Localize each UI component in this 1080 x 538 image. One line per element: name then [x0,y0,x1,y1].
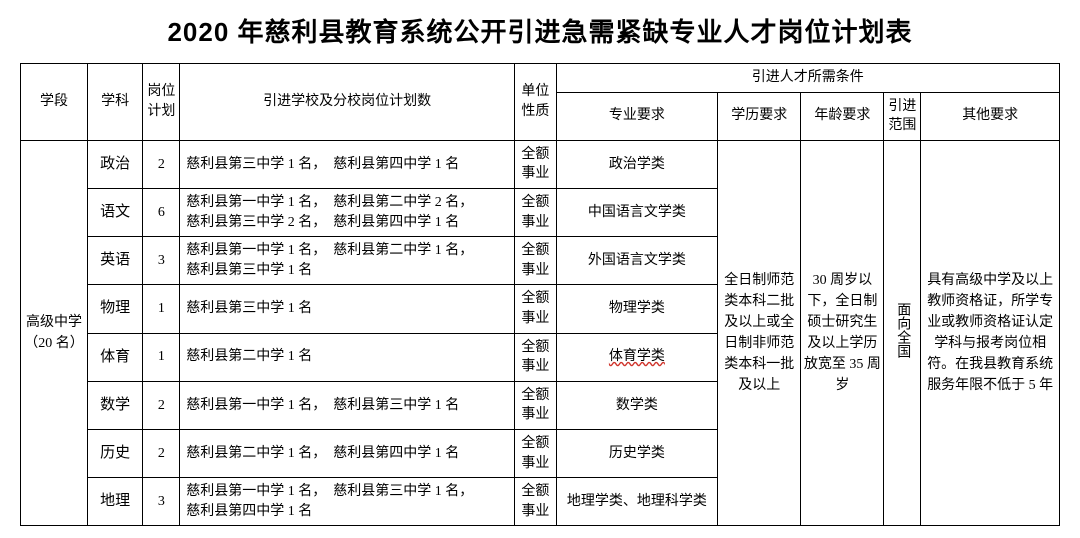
cell-nature: 全额事业 [515,381,557,429]
cell-schools: 慈利县第一中学 1 名， 慈利县第三中学 1 名，慈利县第四中学 1 名 [180,478,515,526]
th-other: 其他要求 [921,92,1060,140]
cell-subject: 地理 [87,478,142,526]
cell-age: 30 周岁以下，全日制硕士研究生及以上学历放宽至 35 周岁 [801,140,884,526]
cell-plan: 2 [143,140,180,188]
th-subject: 学科 [87,64,142,141]
cell-nature: 全额事业 [515,140,557,188]
cell-major: 历史学类 [556,429,718,477]
cell-schools: 慈利县第一中学 1 名， 慈利县第二中学 2 名，慈利县第三中学 2 名， 慈利… [180,188,515,236]
cell-major: 体育学类 [556,333,718,381]
cell-major: 政治学类 [556,140,718,188]
cell-schools: 慈利县第三中学 1 名 [180,285,515,333]
cell-major: 数学类 [556,381,718,429]
cell-nature: 全额事业 [515,429,557,477]
cell-subject: 英语 [87,237,142,285]
cell-major: 中国语言文学类 [556,188,718,236]
page-title: 2020 年慈利县教育系统公开引进急需紧缺专业人才岗位计划表 [20,12,1060,49]
th-edu: 学历要求 [718,92,801,140]
cell-schools: 慈利县第二中学 1 名 [180,333,515,381]
cell-subject: 数学 [87,381,142,429]
table-row: 高级中学（20 名）政治2慈利县第三中学 1 名， 慈利县第四中学 1 名全额事… [21,140,1060,188]
cell-subject: 体育 [87,333,142,381]
th-cond: 引进人才所需条件 [556,64,1059,93]
cell-nature: 全额事业 [515,188,557,236]
plan-table: 学段 学科 岗位计划 引进学校及分校岗位计划数 单位性质 引进人才所需条件 专业… [20,63,1060,526]
cell-nature: 全额事业 [515,237,557,285]
cell-schools: 慈利县第一中学 1 名， 慈利县第二中学 1 名，慈利县第三中学 1 名 [180,237,515,285]
cell-nature: 全额事业 [515,478,557,526]
cell-plan: 2 [143,381,180,429]
th-plan: 岗位计划 [143,64,180,141]
cell-plan: 1 [143,285,180,333]
cell-other: 具有高级中学及以上教师资格证，所学专业或教师资格证认定学科与报考岗位相符。在我县… [921,140,1060,526]
cell-schools: 慈利县第二中学 1 名， 慈利县第四中学 1 名 [180,429,515,477]
cell-major: 物理学类 [556,285,718,333]
cell-plan: 3 [143,478,180,526]
th-nature: 单位性质 [515,64,557,141]
cell-stage: 高级中学（20 名） [21,140,88,526]
cell-subject: 政治 [87,140,142,188]
cell-plan: 3 [143,237,180,285]
cell-scope: 面向全国 [884,140,921,526]
cell-subject: 历史 [87,429,142,477]
cell-plan: 1 [143,333,180,381]
cell-plan: 2 [143,429,180,477]
cell-subject: 物理 [87,285,142,333]
th-schools: 引进学校及分校岗位计划数 [180,64,515,141]
cell-schools: 慈利县第一中学 1 名， 慈利县第三中学 1 名 [180,381,515,429]
cell-major: 外国语言文学类 [556,237,718,285]
th-scope: 引进范围 [884,92,921,140]
cell-schools: 慈利县第三中学 1 名， 慈利县第四中学 1 名 [180,140,515,188]
cell-subject: 语文 [87,188,142,236]
cell-edu: 全日制师范类本科二批及以上或全日制非师范类本科一批及以上 [718,140,801,526]
cell-major: 地理学类、地理科学类 [556,478,718,526]
cell-nature: 全额事业 [515,285,557,333]
th-stage: 学段 [21,64,88,141]
th-age: 年龄要求 [801,92,884,140]
th-major: 专业要求 [556,92,718,140]
cell-nature: 全额事业 [515,333,557,381]
cell-plan: 6 [143,188,180,236]
